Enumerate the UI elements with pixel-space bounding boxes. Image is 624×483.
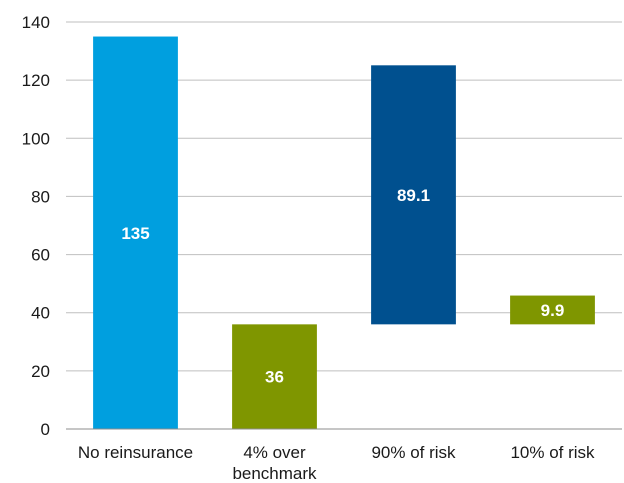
data-label: 135 bbox=[121, 224, 149, 243]
bar bbox=[232, 324, 317, 429]
y-tick-label: 120 bbox=[22, 71, 50, 90]
x-category-label-line: 90% of risk bbox=[371, 443, 456, 462]
y-axis-tick-labels: 0 20 40 60 80 100 120 140 bbox=[22, 13, 50, 439]
y-tick-label: 140 bbox=[22, 13, 50, 32]
data-label: 36 bbox=[265, 368, 284, 387]
y-tick-label: 40 bbox=[31, 304, 50, 323]
y-tick-label: 100 bbox=[22, 129, 50, 148]
bars bbox=[93, 36, 595, 430]
x-category-label-line: 4% over bbox=[243, 443, 306, 462]
bar bbox=[371, 65, 456, 325]
bar bbox=[93, 36, 178, 430]
y-tick-label: 0 bbox=[41, 420, 50, 439]
y-tick-label: 80 bbox=[31, 187, 50, 206]
x-category-label: No reinsurance bbox=[78, 443, 193, 462]
data-label: 9.9 bbox=[541, 301, 565, 320]
x-category-label-line: 10% of risk bbox=[510, 443, 595, 462]
x-category-label-line: No reinsurance bbox=[78, 443, 193, 462]
data-labels: 135 36 89.1 9.9 bbox=[121, 186, 564, 387]
x-category-label: 4% over benchmark bbox=[232, 443, 317, 483]
y-tick-label: 60 bbox=[31, 246, 50, 265]
x-category-label-line: benchmark bbox=[232, 464, 317, 483]
x-category-label: 10% of risk bbox=[510, 443, 595, 462]
x-category-label: 90% of risk bbox=[371, 443, 456, 462]
bar bbox=[510, 295, 595, 325]
x-axis-category-labels: No reinsurance 4% over benchmark 90% of ris… bbox=[78, 443, 595, 483]
y-tick-label: 20 bbox=[31, 362, 50, 381]
data-label: 89.1 bbox=[397, 186, 430, 205]
